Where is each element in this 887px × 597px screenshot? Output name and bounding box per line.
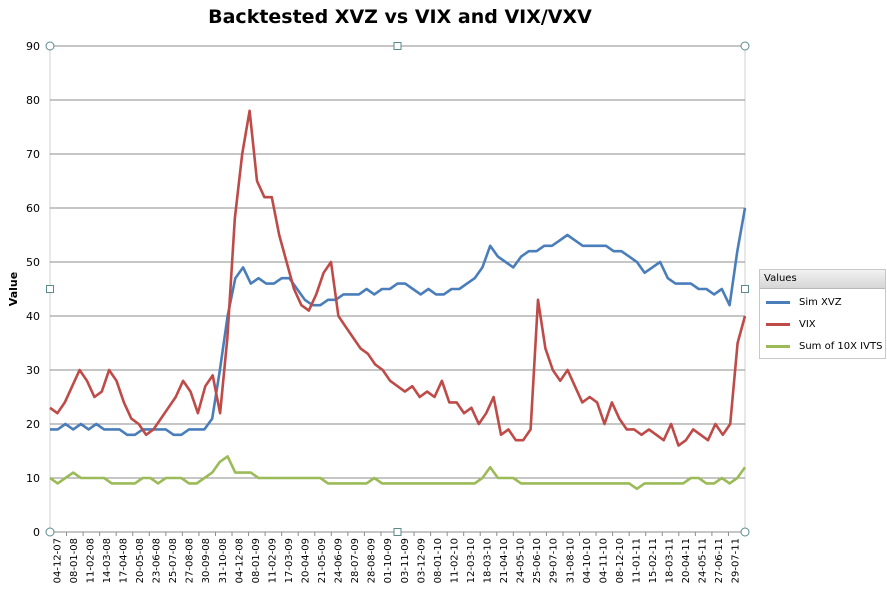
x-tick-label: 08-01-09 bbox=[251, 538, 262, 583]
x-tick-label: 18-03-11 bbox=[665, 538, 676, 583]
x-tick-label: 20-04-11 bbox=[681, 538, 692, 583]
x-tick-label: 31-08-10 bbox=[565, 538, 576, 583]
edge-resize-handle[interactable] bbox=[741, 285, 749, 293]
x-tick-label: 11-02-08 bbox=[85, 538, 96, 583]
corner-resize-handle[interactable] bbox=[45, 527, 55, 537]
x-tick-label: 25-06-10 bbox=[532, 538, 543, 583]
y-tick-label: 60 bbox=[26, 202, 40, 215]
y-axis-ticks: 0 10 20 30 40 50 60 70 80 90 bbox=[26, 40, 40, 539]
x-tick-label: 14-03-08 bbox=[102, 538, 113, 583]
x-tick-label: 08-01-08 bbox=[69, 538, 80, 583]
x-tick-label: 30-09-08 bbox=[201, 538, 212, 583]
x-tick-label: 24-05-11 bbox=[698, 538, 709, 583]
edge-resize-handle[interactable] bbox=[393, 528, 402, 536]
y-tick-label: 80 bbox=[26, 94, 40, 107]
y-tick-label: 50 bbox=[26, 256, 40, 269]
corner-resize-handle[interactable] bbox=[740, 527, 750, 537]
y-tick-label: 40 bbox=[26, 310, 40, 323]
y-tick-label: 90 bbox=[26, 40, 40, 53]
legend[interactable]: Values Sim XVZ VIX Sum of 10X IVTS bbox=[759, 269, 886, 359]
legend-item-sim-xvz: Sim XVZ bbox=[766, 296, 842, 310]
x-tick-label: 04-12-07 bbox=[52, 538, 63, 583]
legend-item-vix: VIX bbox=[766, 318, 816, 332]
x-tick-label: 04-12-08 bbox=[234, 538, 245, 583]
series-line-sum-of-10x-ivts bbox=[49, 455, 747, 491]
x-tick-label: 27-06-11 bbox=[714, 538, 725, 583]
x-tick-label: 29-07-10 bbox=[549, 538, 560, 583]
y-tick-label: 30 bbox=[26, 364, 40, 377]
x-tick-label: 04-11-10 bbox=[598, 538, 609, 583]
legend-swatch-ivts bbox=[766, 344, 790, 348]
x-tick-label: 28-07-09 bbox=[350, 538, 361, 583]
x-tick-label: 03-11-09 bbox=[400, 538, 411, 583]
x-tick-label: 27-08-08 bbox=[185, 538, 196, 583]
legend-title: Values bbox=[760, 270, 885, 289]
y-tick-label: 20 bbox=[26, 418, 40, 431]
legend-swatch-sim-xvz bbox=[766, 300, 790, 304]
legend-label-vix: VIX bbox=[799, 319, 816, 330]
x-tick-label: 23-06-08 bbox=[152, 538, 163, 583]
x-tick-label: 11-01-11 bbox=[631, 538, 642, 583]
x-tick-label: 17-03-09 bbox=[284, 538, 295, 583]
x-tick-label: 01-10-09 bbox=[383, 538, 394, 583]
edge-resize-handle[interactable] bbox=[393, 42, 402, 50]
x-tick-label: 03-12-09 bbox=[416, 538, 427, 583]
x-tick-label: 24-06-09 bbox=[334, 538, 345, 583]
x-tick-label: 20-04-09 bbox=[300, 538, 311, 583]
series-line-sim-xvz bbox=[50, 207, 747, 437]
legend-swatch-vix bbox=[766, 322, 790, 326]
corner-resize-handle[interactable] bbox=[45, 41, 55, 51]
x-tick-label: 25-07-08 bbox=[168, 538, 179, 583]
x-tick-label: 15-02-11 bbox=[648, 538, 659, 583]
x-tick-label: 12-03-10 bbox=[466, 538, 477, 583]
series-layer bbox=[49, 109, 747, 491]
x-tick-label: 31-10-08 bbox=[218, 538, 229, 583]
x-tick-label: 21-05-09 bbox=[317, 538, 328, 583]
x-tick-label: 08-01-10 bbox=[433, 538, 444, 583]
x-tick-label: 18-03-10 bbox=[483, 538, 494, 583]
legend-label-ivts: Sum of 10X IVTS bbox=[799, 341, 883, 352]
legend-item-ivts: Sum of 10X IVTS bbox=[766, 340, 882, 354]
x-tick-label: 21-04-10 bbox=[499, 538, 510, 583]
x-tick-label: 17-04-08 bbox=[118, 538, 129, 583]
y-tick-label: 0 bbox=[33, 526, 40, 539]
corner-resize-handle[interactable] bbox=[740, 41, 750, 51]
y-tick-label: 10 bbox=[26, 472, 40, 485]
series-line-vix bbox=[49, 109, 747, 447]
legend-label-sim-xvz: Sim XVZ bbox=[799, 297, 842, 308]
x-tick-label: 24-05-10 bbox=[516, 538, 527, 583]
x-tick-label: 11-02-09 bbox=[267, 538, 278, 583]
y-axis-title: Value bbox=[7, 272, 20, 306]
x-tick-label: 20-05-08 bbox=[135, 538, 146, 583]
y-tick-label: 70 bbox=[26, 148, 40, 161]
selection-handles bbox=[45, 41, 750, 537]
edge-resize-handle[interactable] bbox=[46, 285, 54, 293]
x-tick-label: 28-08-09 bbox=[367, 538, 378, 583]
x-tick-label: 29-07-11 bbox=[731, 538, 742, 583]
x-tick-label: 11-02-10 bbox=[449, 538, 460, 583]
x-axis-ticks: 04-12-07 08-01-08 11-02-08 14-03-08 17-04-08… bbox=[49, 532, 742, 583]
x-tick-label: 08-12-10 bbox=[615, 538, 626, 583]
chart-title: Backtested XVZ vs VIX and VIX/VXV bbox=[208, 6, 592, 28]
plot-area bbox=[49, 45, 746, 533]
x-tick-label: 04-10-10 bbox=[582, 538, 593, 583]
